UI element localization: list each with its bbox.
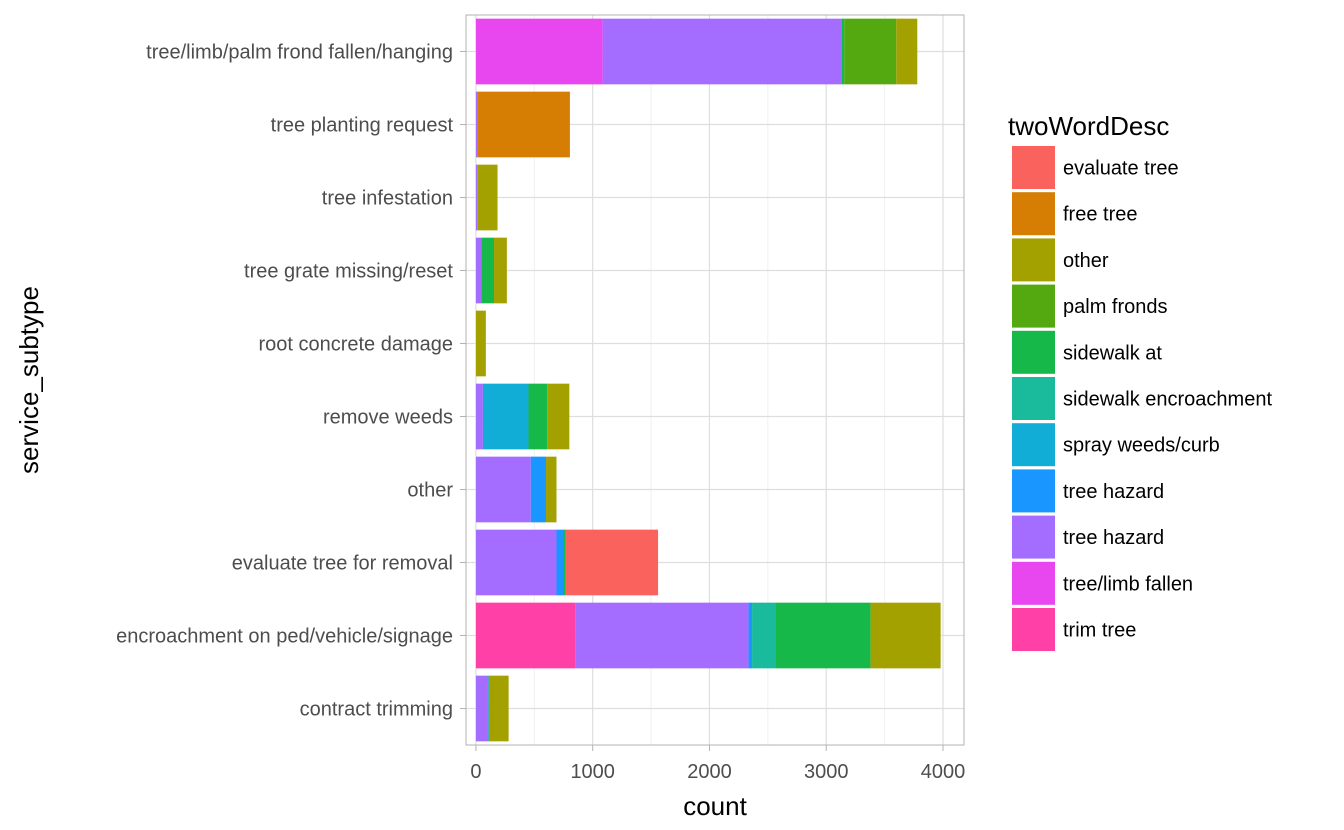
y-tick-label: root concrete damage [258, 334, 453, 356]
legend-key [1012, 561, 1055, 605]
x-tick-label: 1000 [570, 761, 615, 783]
bar-segment [775, 602, 871, 669]
legend-label: palm fronds [1063, 296, 1168, 318]
bar-segment [565, 529, 659, 596]
y-tick-label: tree planting request [271, 115, 454, 137]
legend-key [1012, 469, 1055, 513]
bar-segment [475, 164, 478, 231]
bars [475, 18, 941, 742]
bar-segment [475, 675, 488, 742]
bar-segment [475, 602, 576, 669]
legend-label: free tree [1063, 204, 1137, 226]
y-tick-label: evaluate tree for removal [232, 553, 453, 575]
x-axis-title: count [683, 791, 747, 821]
legend: twoWordDesc evaluate tree free tree other p… [1008, 111, 1272, 651]
legend-key [1012, 330, 1055, 374]
y-tick-label: contract trimming [300, 699, 453, 721]
y-tick-label: remove weeds [323, 407, 453, 429]
bar-segment [494, 237, 507, 304]
legend-key [1012, 146, 1055, 189]
legend-title: twoWordDesc [1008, 111, 1169, 141]
bar-segment [475, 310, 486, 377]
legend-label: other [1063, 250, 1109, 272]
bar-segment [475, 237, 482, 304]
legend-label: evaluate tree [1063, 158, 1179, 180]
bar-segment [547, 383, 570, 450]
legend-label: sidewalk at [1063, 342, 1162, 364]
legend-key [1012, 238, 1055, 282]
y-tick-label: other [407, 480, 453, 502]
bar-segment [602, 18, 842, 85]
x-axis-ticks: 0 1000 2000 3000 4000 [470, 745, 965, 783]
bar-segment [563, 529, 566, 596]
legend-key [1012, 515, 1055, 559]
legend-key [1012, 377, 1055, 420]
bar-segment [545, 456, 557, 523]
y-tick-label: encroachment on ped/vehicle/signage [116, 626, 453, 648]
bar-segment [530, 456, 546, 523]
x-tick-label: 0 [470, 761, 481, 783]
bar-segment [752, 602, 776, 669]
bar-segment [475, 456, 531, 523]
bar-segment [475, 91, 478, 158]
y-tick-label: tree grate missing/reset [244, 261, 453, 283]
legend-label: sidewalk encroachment [1063, 389, 1272, 411]
bar-segment [481, 237, 495, 304]
bar-segment [841, 18, 845, 85]
legend-key [1012, 608, 1055, 651]
y-axis-title: service_subtype [14, 286, 44, 474]
bar-segment [475, 529, 557, 596]
legend-label: tree hazard [1063, 481, 1164, 503]
bar-segment [870, 602, 941, 669]
bar-segment [844, 18, 897, 85]
y-axis-ticks: tree/limb/palm frond fallen/hanging tree … [116, 42, 466, 721]
y-tick-label: tree infestation [322, 188, 453, 210]
x-tick-label: 4000 [921, 761, 966, 783]
bar-segment [575, 602, 749, 669]
bar-segment [748, 602, 753, 669]
bar-segment [528, 383, 548, 450]
bar-segment [488, 675, 509, 742]
legend-label: tree hazard [1063, 527, 1164, 549]
panel-border [465, 14, 965, 746]
y-tick-label: tree/limb/palm frond fallen/hanging [146, 42, 453, 64]
legend-label: trim tree [1063, 620, 1136, 642]
bar-segment [477, 91, 570, 158]
legend-label: tree/limb fallen [1063, 573, 1193, 595]
x-tick-label: 3000 [804, 761, 849, 783]
bar-segment [487, 675, 489, 742]
bar-segment [475, 18, 603, 85]
bar-segment [896, 18, 918, 85]
legend-key [1012, 284, 1055, 328]
legend-key [1012, 192, 1055, 236]
bar-segment [475, 383, 483, 450]
bar-segment [482, 383, 529, 450]
x-tick-label: 2000 [687, 761, 732, 783]
bar-segment [556, 529, 564, 596]
legend-label: spray weeds/curb [1063, 435, 1220, 457]
legend-key [1012, 423, 1055, 467]
bar-segment [477, 164, 498, 231]
